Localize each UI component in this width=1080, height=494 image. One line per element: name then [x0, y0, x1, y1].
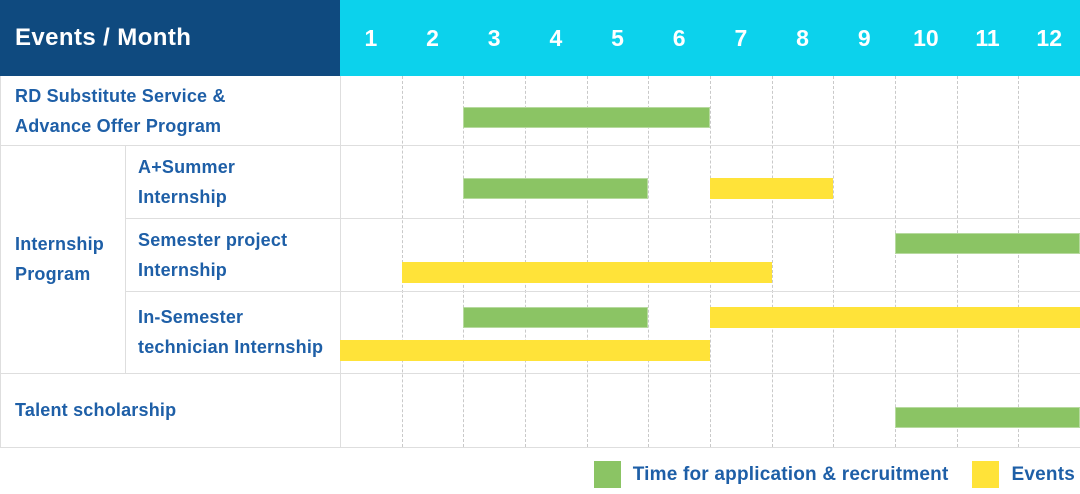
month-header-cell: 8	[796, 24, 809, 51]
row-sublabel: A+Summer Internship	[125, 145, 340, 218]
month-grid-line	[956, 76, 958, 447]
month-grid-line	[525, 76, 526, 447]
row-separator-line	[125, 218, 1080, 219]
row-separator-line	[0, 373, 1080, 374]
month-header-cell: 3	[487, 24, 501, 51]
label-line: technician Internship	[138, 337, 324, 357]
label-line: Internship	[138, 259, 228, 280]
month-header-row: 1 2 3 4 5 6 7 8 9 10 11 12	[340, 0, 1080, 76]
month-header-cell: 4	[549, 24, 563, 51]
gantt-bar-recruitment	[463, 307, 649, 328]
label-line: Semester project	[138, 229, 288, 250]
label-line: Internship	[138, 186, 228, 207]
month-header-cell: 9	[857, 24, 871, 51]
column-divider-line	[340, 76, 341, 447]
legend-label-events: Events	[1011, 463, 1075, 485]
label-line: A+Summer	[138, 156, 236, 177]
label-line: Advance Offer Program	[15, 115, 222, 136]
gantt-bar-event	[401, 262, 772, 283]
month-grid-line	[1018, 76, 1020, 447]
month-grid-line	[771, 76, 773, 447]
gantt-bar-event	[340, 340, 710, 361]
month-header-cell: 10	[913, 24, 939, 51]
row-separator-line	[0, 447, 1080, 448]
month-header-cell: 1	[364, 24, 378, 51]
table-corner-header: Events / Month	[0, 0, 340, 76]
column-divider-line	[0, 76, 1, 447]
row-sublabel: In-Semester technician Internship	[125, 291, 340, 373]
group-label: Internship Program	[0, 145, 125, 373]
gantt-bar-event	[710, 178, 834, 199]
month-grid-line	[401, 76, 403, 447]
gantt-bar-recruitment	[463, 107, 710, 128]
corner-header-label: Events / Month	[15, 24, 192, 51]
month-grid-line	[895, 76, 896, 447]
label-line: In-Semester	[138, 307, 244, 327]
legend: Time for application & recruitment Event…	[593, 461, 1075, 488]
month-header-cell: 2	[426, 24, 439, 51]
month-header-cell: 11	[975, 24, 1000, 51]
gantt-bar-recruitment	[463, 178, 649, 199]
month-header-cell: 12	[1036, 24, 1063, 51]
label-line: Program	[15, 264, 91, 284]
gantt-bar-recruitment	[895, 407, 1080, 428]
month-header-cell: 6	[672, 24, 686, 51]
month-grid-line	[710, 76, 711, 447]
row-label: Talent scholarship	[0, 373, 340, 447]
month-grid-line	[463, 76, 465, 447]
row-sublabel: Semester project Internship	[125, 218, 340, 291]
row-separator-line	[0, 145, 1080, 146]
row-label: RD Substitute Service & Advance Offer Pro…	[0, 76, 340, 145]
row-separator-line	[125, 291, 1080, 292]
month-grid-line	[833, 76, 835, 447]
legend-swatch-events-icon	[972, 461, 1000, 488]
month-grid-line	[586, 76, 588, 447]
month-header-cell: 5	[611, 24, 624, 51]
label-line: Talent scholarship	[15, 400, 177, 420]
month-grid-line	[648, 76, 650, 447]
gantt-bar-event	[710, 307, 1080, 328]
label-line: RD Substitute Service &	[15, 85, 226, 106]
gantt-bar-recruitment	[895, 233, 1080, 254]
month-header-cell: 7	[734, 24, 748, 51]
legend-label-recruitment: Time for application & recruitment	[632, 463, 949, 485]
column-divider-line	[125, 145, 126, 373]
legend-swatch-recruitment-icon	[593, 461, 621, 488]
label-line: Internship	[15, 234, 105, 254]
